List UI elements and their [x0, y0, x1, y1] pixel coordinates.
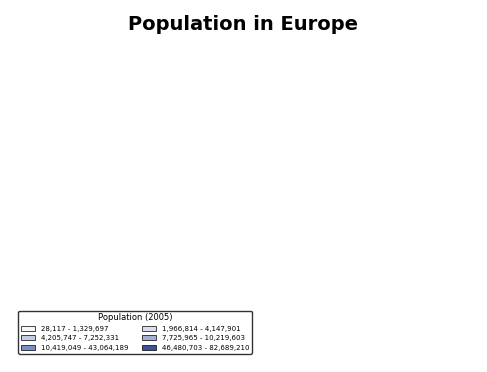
Legend: 28,117 - 1,329,697, 4,205,747 - 7,252,331, 10,419,049 - 43,064,189, 1,966,814 - : 28,117 - 1,329,697, 4,205,747 - 7,252,33… [19, 311, 252, 353]
Title: Population in Europe: Population in Europe [129, 15, 358, 34]
